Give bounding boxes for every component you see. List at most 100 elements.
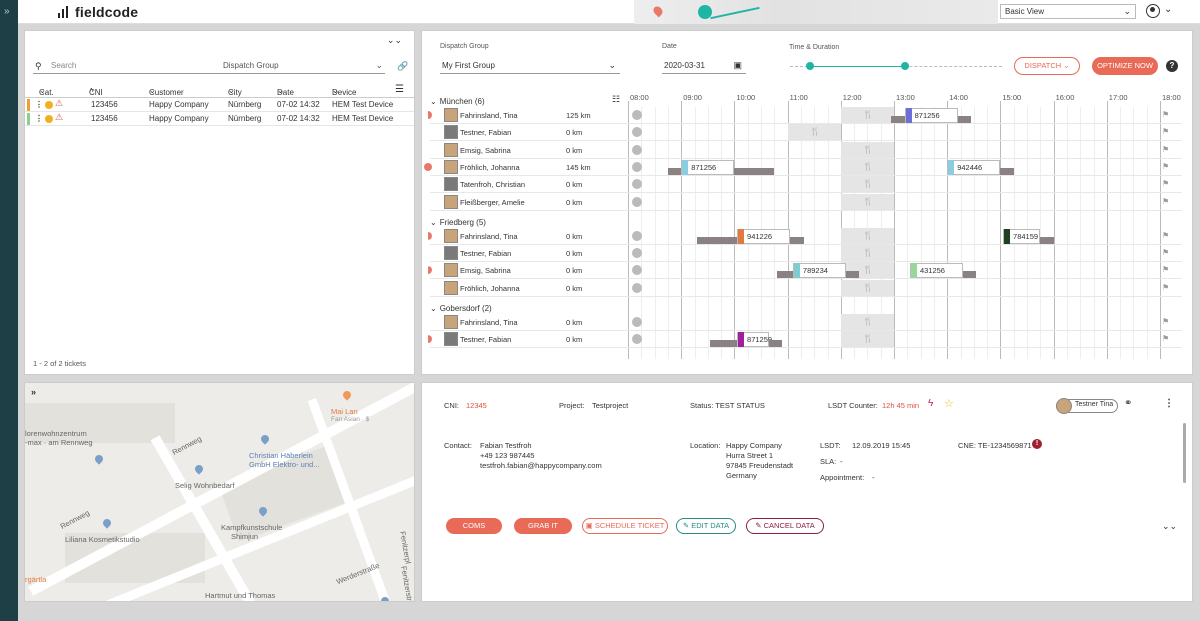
dispatch-button[interactable]: DISPATCH ⌄: [1014, 57, 1080, 75]
col-date[interactable]: Date ⌄: [277, 86, 294, 97]
top-bar: fieldcode Basic View ⌄ ⌄: [18, 0, 1200, 24]
end-time-handle[interactable]: [901, 62, 909, 70]
dispatch-group-select[interactable]: Dispatch Group ⌄: [221, 60, 385, 74]
edit-icon: ✎: [682, 521, 692, 530]
date-field[interactable]: 2020-03-31 ▣: [662, 60, 746, 74]
resource-row[interactable]: Fröhlich, Johanna 0 km 🍴 ⚑: [430, 279, 1182, 297]
edit-data-button[interactable]: ✎ EDIT DATA: [676, 518, 736, 534]
schedule-ticket-button[interactable]: ▣ SCHEDULE TICKET: [582, 518, 668, 534]
kebab-icon[interactable]: ⋮: [35, 100, 43, 109]
clock-icon: [632, 179, 642, 190]
job-block[interactable]: 871259: [737, 332, 772, 348]
lunch-break: [840, 245, 894, 262]
col-customer[interactable]: Customer ⌄: [149, 86, 184, 97]
resource-row[interactable]: Fröhlich, Johanna 145 km 🍴 ⚑ 871256 942446: [424, 158, 1182, 176]
column-menu-icon[interactable]: ☰: [395, 84, 404, 95]
binoculars-icon[interactable]: ⚭: [1124, 398, 1133, 409]
calendar-icon: ▣: [733, 60, 742, 70]
flag-icon: ⚑: [1162, 334, 1170, 344]
avatar: [444, 280, 458, 295]
link-icon[interactable]: 🔗: [397, 61, 409, 71]
resource-row[interactable]: Testner, Fabian 0 km 🍴 ⚑: [430, 124, 1182, 142]
resource-row[interactable]: Testner, Fabian 0 km 🍴 ⚑ 871259: [428, 331, 1182, 349]
job-block[interactable]: 871256: [681, 159, 735, 175]
filter-icon[interactable]: ☷: [612, 94, 621, 104]
shop-pin-icon[interactable]: [193, 463, 205, 475]
cutlery-icon: 🍴: [810, 127, 821, 137]
job-block[interactable]: 941226: [737, 228, 791, 244]
coms-button[interactable]: COMS: [446, 518, 502, 534]
collapse-icon[interactable]: ⌄⌄: [386, 35, 402, 45]
col-cat[interactable]: Cat. ⌄: [39, 86, 54, 97]
group-header[interactable]: ⌄ Gobersdorf (2): [430, 304, 492, 313]
expand-rail-icon[interactable]: »: [4, 6, 10, 17]
star-icon[interactable]: ☆: [944, 398, 954, 410]
dispatch-group-select[interactable]: My First Group ⌄: [440, 60, 620, 74]
alert-icon[interactable]: !: [1032, 439, 1042, 449]
grab-it-button[interactable]: GRAB IT: [514, 518, 572, 534]
cutlery-icon: 🍴: [863, 317, 874, 326]
business-pin-icon[interactable]: [259, 433, 271, 445]
avatar: [444, 332, 458, 347]
chevron-down-icon: ⌄: [430, 217, 437, 227]
lunch-break: [840, 158, 894, 175]
travel-time: [790, 236, 804, 244]
avatar: [444, 228, 458, 243]
resource-name: Fahrinsland, Tina: [460, 231, 518, 241]
cutlery-icon: 🍴: [863, 282, 874, 292]
job-block[interactable]: 784159: [1003, 228, 1041, 244]
ticket-detail-panel: CNI: 12345 Project: Testproject Status: …: [421, 382, 1193, 602]
optimize-now-button[interactable]: OPTIMIZE NOW: [1092, 57, 1158, 75]
distance: 0 km: [566, 283, 583, 293]
shop-pin-icon[interactable]: [93, 453, 105, 465]
view-select[interactable]: Basic View ⌄: [1000, 4, 1136, 19]
col-city[interactable]: City ⌄: [228, 86, 242, 97]
cutlery-icon: 🍴: [863, 110, 874, 119]
cutlery-icon: 🍴: [863, 179, 874, 189]
user-icon[interactable]: [1146, 4, 1160, 18]
map-panel[interactable]: » Mai Lan Fan Asian · $ lorenwohnzentrum…: [24, 382, 415, 602]
kebab-icon[interactable]: ⋮: [35, 114, 43, 123]
col-device[interactable]: Device ⌄: [332, 86, 357, 97]
shop-pin-icon[interactable]: [101, 517, 113, 529]
job-block[interactable]: 789234: [792, 263, 847, 279]
clock-icon: [632, 248, 642, 259]
assignee-chip[interactable]: Testner Tina: [1056, 398, 1119, 414]
resource-row[interactable]: Testner, Fabian 0 km 🍴 ⚑: [430, 245, 1182, 263]
flag-icon: ⚑: [1162, 317, 1170, 326]
warning-icon: ⚠: [55, 98, 64, 108]
cancel-data-button[interactable]: ✎ CANCEL DATA: [746, 518, 824, 534]
resource-row[interactable]: Emsig, Sabrina 0 km 🍴 ⚑: [430, 141, 1182, 159]
flag-icon: ⚑: [1162, 161, 1170, 171]
col-cni[interactable]: CNI ˄: [89, 86, 103, 97]
resource-row[interactable]: Fahrinsland, Tina 125 km 🍴 ⚑ 871256: [428, 107, 1182, 124]
table-row[interactable]: ⋮ ⚠ 123456 Happy Company Nürnberg 07-02 …: [25, 112, 414, 126]
help-icon[interactable]: ?: [1166, 60, 1178, 72]
ticket-count: 1 - 2 of 2 tickets: [33, 359, 86, 368]
group-header[interactable]: ⌄ München (6): [430, 97, 485, 106]
job-block[interactable]: 871256: [904, 108, 958, 123]
job-block[interactable]: 431256: [909, 263, 964, 279]
group-header[interactable]: ⌄ Friedberg (5): [430, 217, 486, 227]
resource-row[interactable]: Tatenfroh, Christian 0 km 🍴 ⚑: [430, 176, 1182, 194]
table-row[interactable]: ⋮ ⚠ 123456 Happy Company Nürnberg 07-02 …: [25, 98, 414, 112]
resource-row[interactable]: Emsig, Sabrina 0 km 🍴 ⚑ 789234 431256: [428, 262, 1182, 280]
resource-row[interactable]: Fahrinsland, Tina 0 km 🍴 ⚑: [430, 314, 1182, 331]
chevron-down-icon: ⌄: [375, 60, 383, 70]
resource-name: Fröhlich, Johanna: [460, 283, 520, 293]
resource-row[interactable]: Fahrinsland, Tina 0 km 🍴 ⚑ 941226 784159: [428, 227, 1182, 245]
search-input[interactable]: ⚲ Search: [33, 61, 223, 74]
scrollbar[interactable]: [1183, 423, 1186, 483]
chevron-down-icon[interactable]: ⌄: [1164, 4, 1173, 15]
contact-email[interactable]: testfroh.fabian@happycompany.com: [480, 461, 602, 470]
cni-value: 12345: [466, 401, 487, 410]
start-time-handle[interactable]: [806, 62, 814, 70]
resource-row[interactable]: Fleißberger, Amelie 0 km 🍴 ⚑: [430, 193, 1182, 211]
avatar: [444, 125, 458, 140]
expand-details-icon[interactable]: ⌄⌄: [1162, 521, 1178, 531]
more-icon[interactable]: ⋮: [1164, 398, 1174, 409]
job-block[interactable]: 942446: [947, 159, 1001, 175]
restaurant-pin-icon[interactable]: [341, 389, 353, 401]
distance: 145 km: [566, 162, 591, 172]
expand-icon[interactable]: »: [31, 387, 37, 397]
